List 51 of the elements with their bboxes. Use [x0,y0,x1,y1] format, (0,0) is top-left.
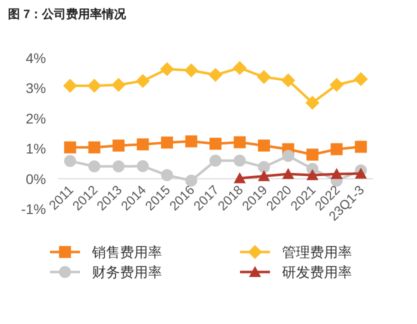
point [136,138,149,150]
y-tick-label: 4% [26,50,46,66]
point [256,70,271,84]
point [234,154,246,167]
point [112,160,125,172]
point [354,140,367,153]
point [185,135,198,148]
point [282,168,294,179]
point [64,154,76,167]
point [282,150,294,162]
y-tick-label: 1% [26,140,46,157]
point [136,74,150,88]
point [354,72,368,86]
legend-label: 研发费用率 [282,264,352,280]
point [306,148,318,161]
point [305,96,320,110]
point [210,154,222,167]
point [208,68,222,82]
legend-label: 管理费用率 [282,244,352,260]
point [234,172,246,184]
point [330,78,344,92]
legend-label: 财务费用率 [92,264,162,280]
point [234,136,246,148]
point [161,136,174,149]
y-tick-label: -1% [21,201,46,217]
point [112,78,126,92]
point [87,78,102,93]
point [64,141,76,154]
point [330,168,343,179]
y-tick-label: 2% [26,110,46,126]
y-tick-label: 3% [26,80,46,96]
point [112,140,125,152]
point [330,143,343,156]
point [88,160,100,172]
title: 图 7：公司费用率情况 [8,7,126,21]
point [354,168,367,179]
point [160,62,174,76]
point [184,63,198,78]
point [136,160,149,172]
point [232,60,247,75]
point [281,73,296,88]
y-tick-label: 0% [26,170,46,187]
legend-label: 销售费用率 [91,244,162,260]
point [258,170,270,182]
point [210,138,222,150]
point [161,169,174,182]
point [306,169,318,180]
point [258,140,270,152]
point [63,78,78,93]
point [258,161,270,174]
point [88,141,100,154]
